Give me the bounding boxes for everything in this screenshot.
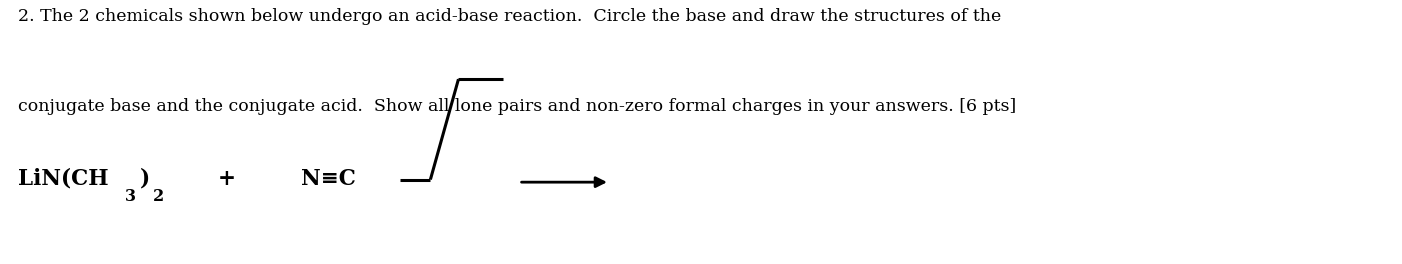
Text: N≡C: N≡C — [301, 168, 356, 190]
Text: LiN(CH: LiN(CH — [18, 168, 109, 190]
Text: 2: 2 — [153, 188, 164, 205]
Text: ): ) — [140, 168, 150, 190]
Text: 2. The 2 chemicals shown below undergo an acid-base reaction.  Circle the base a: 2. The 2 chemicals shown below undergo a… — [18, 8, 1001, 25]
Text: conjugate base and the conjugate acid.  Show all lone pairs and non-zero formal : conjugate base and the conjugate acid. S… — [18, 98, 1016, 115]
Text: +: + — [217, 168, 236, 190]
Text: 3: 3 — [125, 188, 136, 205]
